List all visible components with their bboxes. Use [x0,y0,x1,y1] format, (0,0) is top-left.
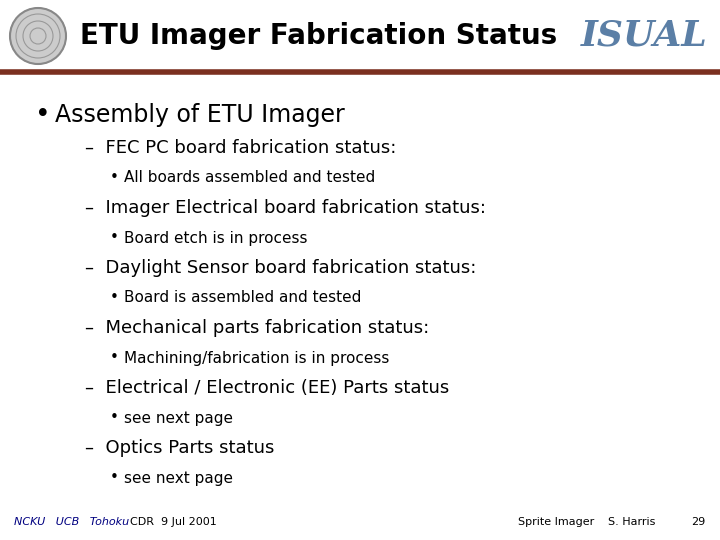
Text: •: • [110,231,119,246]
Text: •: • [110,291,119,306]
Text: 29: 29 [691,517,706,527]
Text: ISUAL: ISUAL [581,19,708,53]
Text: CDR  9 Jul 2001: CDR 9 Jul 2001 [130,517,217,527]
Text: S. Harris: S. Harris [608,517,656,527]
Text: •: • [35,102,50,128]
Text: NCKU   UCB   Tohoku: NCKU UCB Tohoku [14,517,129,527]
Circle shape [10,8,66,64]
Text: –  Electrical / Electronic (EE) Parts status: – Electrical / Electronic (EE) Parts sta… [85,379,449,397]
Text: –  Mechanical parts fabrication status:: – Mechanical parts fabrication status: [85,319,429,337]
Text: –  Daylight Sensor board fabrication status:: – Daylight Sensor board fabrication stat… [85,259,477,277]
Text: All boards assembled and tested: All boards assembled and tested [124,171,375,186]
Text: –  Optics Parts status: – Optics Parts status [85,439,274,457]
Text: Board etch is in process: Board etch is in process [124,231,307,246]
Text: Machining/fabrication is in process: Machining/fabrication is in process [124,350,390,366]
Text: ETU Imager Fabrication Status: ETU Imager Fabrication Status [80,22,557,50]
Text: see next page: see next page [124,470,233,485]
Text: Board is assembled and tested: Board is assembled and tested [124,291,361,306]
Text: •: • [110,171,119,186]
Text: •: • [110,350,119,366]
Text: Assembly of ETU Imager: Assembly of ETU Imager [55,103,345,127]
Text: –  Imager Electrical board fabrication status:: – Imager Electrical board fabrication st… [85,199,486,217]
Text: –  FEC PC board fabrication status:: – FEC PC board fabrication status: [85,139,397,157]
Text: •: • [110,410,119,426]
Text: see next page: see next page [124,410,233,426]
Text: Sprite Imager: Sprite Imager [518,517,595,527]
Text: •: • [110,470,119,485]
